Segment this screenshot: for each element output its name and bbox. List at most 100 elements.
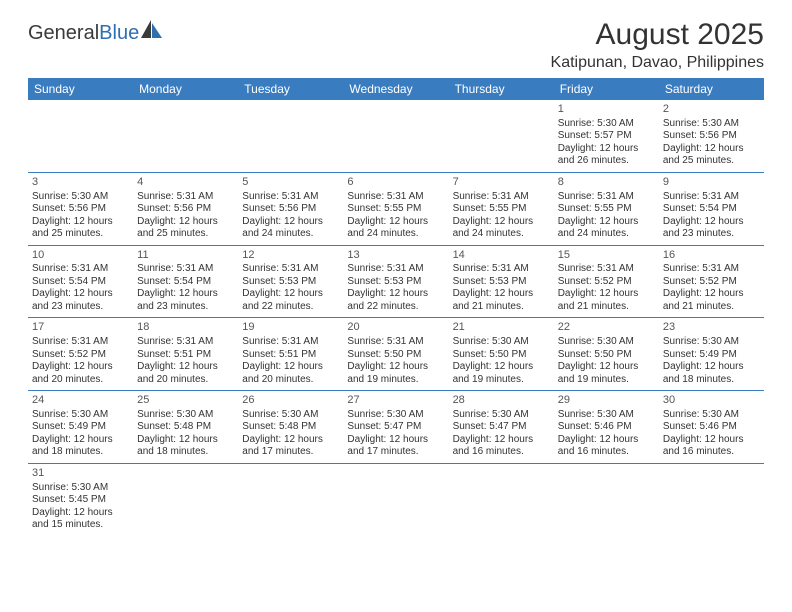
day-number: 14	[453, 249, 550, 263]
sunrise-text: Sunrise: 5:30 AM	[347, 409, 444, 422]
day-number: 28	[453, 394, 550, 408]
daylight-text: Daylight: 12 hours	[32, 361, 129, 374]
daylight-text: and 21 minutes.	[453, 301, 550, 314]
daylight-text: Daylight: 12 hours	[137, 361, 234, 374]
sunset-text: Sunset: 5:52 PM	[32, 349, 129, 362]
sunrise-text: Sunrise: 5:31 AM	[453, 191, 550, 204]
calendar-day: 31Sunrise: 5:30 AMSunset: 5:45 PMDayligh…	[28, 464, 133, 536]
calendar-empty	[238, 464, 343, 536]
sunrise-text: Sunrise: 5:31 AM	[137, 336, 234, 349]
calendar-empty	[449, 100, 554, 172]
day-number: 15	[558, 249, 655, 263]
day-number: 13	[347, 249, 444, 263]
daylight-text: Daylight: 12 hours	[32, 288, 129, 301]
calendar-day: 5Sunrise: 5:31 AMSunset: 5:56 PMDaylight…	[238, 173, 343, 245]
day-number: 3	[32, 176, 129, 190]
day-number: 12	[242, 249, 339, 263]
sunrise-text: Sunrise: 5:31 AM	[558, 191, 655, 204]
daylight-text: Daylight: 12 hours	[663, 361, 760, 374]
sunset-text: Sunset: 5:56 PM	[242, 203, 339, 216]
daylight-text: Daylight: 12 hours	[558, 216, 655, 229]
sunset-text: Sunset: 5:56 PM	[137, 203, 234, 216]
daylight-text: and 25 minutes.	[32, 228, 129, 241]
dow-thursday: Thursday	[449, 78, 554, 100]
daylight-text: and 25 minutes.	[137, 228, 234, 241]
calendar-day: 2Sunrise: 5:30 AMSunset: 5:56 PMDaylight…	[659, 100, 764, 172]
daylight-text: and 24 minutes.	[242, 228, 339, 241]
daylight-text: and 21 minutes.	[663, 301, 760, 314]
calendar-row: 24Sunrise: 5:30 AMSunset: 5:49 PMDayligh…	[28, 391, 764, 464]
sunset-text: Sunset: 5:46 PM	[558, 421, 655, 434]
day-number: 7	[453, 176, 550, 190]
daylight-text: and 24 minutes.	[453, 228, 550, 241]
calendar-empty	[28, 100, 133, 172]
calendar-day: 26Sunrise: 5:30 AMSunset: 5:48 PMDayligh…	[238, 391, 343, 463]
day-number: 26	[242, 394, 339, 408]
day-number: 19	[242, 321, 339, 335]
sunset-text: Sunset: 5:45 PM	[32, 494, 129, 507]
day-number: 24	[32, 394, 129, 408]
day-number: 31	[32, 467, 129, 481]
location: Katipunan, Davao, Philippines	[551, 54, 764, 72]
daylight-text: Daylight: 12 hours	[347, 361, 444, 374]
calendar-empty	[343, 100, 448, 172]
daylight-text: and 19 minutes.	[347, 374, 444, 387]
daylight-text: Daylight: 12 hours	[32, 434, 129, 447]
calendar-empty	[343, 464, 448, 536]
daylight-text: Daylight: 12 hours	[32, 507, 129, 520]
daylight-text: Daylight: 12 hours	[242, 288, 339, 301]
dow-saturday: Saturday	[659, 78, 764, 100]
daylight-text: Daylight: 12 hours	[242, 434, 339, 447]
day-number: 6	[347, 176, 444, 190]
dow-tuesday: Tuesday	[238, 78, 343, 100]
sunrise-text: Sunrise: 5:30 AM	[558, 118, 655, 131]
daylight-text: and 17 minutes.	[347, 446, 444, 459]
sunrise-text: Sunrise: 5:31 AM	[242, 336, 339, 349]
dow-wednesday: Wednesday	[343, 78, 448, 100]
daylight-text: Daylight: 12 hours	[558, 288, 655, 301]
day-number: 23	[663, 321, 760, 335]
sunset-text: Sunset: 5:53 PM	[242, 276, 339, 289]
day-number: 25	[137, 394, 234, 408]
sunset-text: Sunset: 5:48 PM	[137, 421, 234, 434]
daylight-text: and 25 minutes.	[663, 155, 760, 168]
daylight-text: and 18 minutes.	[137, 446, 234, 459]
calendar-day: 15Sunrise: 5:31 AMSunset: 5:52 PMDayligh…	[554, 246, 659, 318]
sunset-text: Sunset: 5:55 PM	[453, 203, 550, 216]
calendar-day: 17Sunrise: 5:31 AMSunset: 5:52 PMDayligh…	[28, 318, 133, 390]
calendar-day: 13Sunrise: 5:31 AMSunset: 5:53 PMDayligh…	[343, 246, 448, 318]
daylight-text: and 23 minutes.	[32, 301, 129, 314]
day-number: 29	[558, 394, 655, 408]
calendar-day: 29Sunrise: 5:30 AMSunset: 5:46 PMDayligh…	[554, 391, 659, 463]
sunset-text: Sunset: 5:56 PM	[663, 130, 760, 143]
calendar-day: 14Sunrise: 5:31 AMSunset: 5:53 PMDayligh…	[449, 246, 554, 318]
daylight-text: Daylight: 12 hours	[347, 288, 444, 301]
calendar: Sunday Monday Tuesday Wednesday Thursday…	[28, 78, 764, 536]
calendar-empty	[659, 464, 764, 536]
title-block: August 2025 Katipunan, Davao, Philippine…	[551, 18, 764, 72]
daylight-text: Daylight: 12 hours	[347, 434, 444, 447]
calendar-day: 12Sunrise: 5:31 AMSunset: 5:53 PMDayligh…	[238, 246, 343, 318]
daylight-text: Daylight: 12 hours	[32, 216, 129, 229]
daylight-text: Daylight: 12 hours	[347, 216, 444, 229]
sunrise-text: Sunrise: 5:31 AM	[347, 191, 444, 204]
daylight-text: Daylight: 12 hours	[558, 434, 655, 447]
calendar-header-row: Sunday Monday Tuesday Wednesday Thursday…	[28, 78, 764, 100]
sunrise-text: Sunrise: 5:30 AM	[32, 191, 129, 204]
calendar-day: 7Sunrise: 5:31 AMSunset: 5:55 PMDaylight…	[449, 173, 554, 245]
calendar-day: 8Sunrise: 5:31 AMSunset: 5:55 PMDaylight…	[554, 173, 659, 245]
brand-part2: Blue	[99, 22, 139, 45]
day-number: 18	[137, 321, 234, 335]
calendar-empty	[238, 100, 343, 172]
calendar-day: 25Sunrise: 5:30 AMSunset: 5:48 PMDayligh…	[133, 391, 238, 463]
sunset-text: Sunset: 5:51 PM	[137, 349, 234, 362]
sunrise-text: Sunrise: 5:30 AM	[663, 118, 760, 131]
brand-part1: General	[28, 22, 99, 45]
day-number: 1	[558, 103, 655, 117]
daylight-text: and 19 minutes.	[558, 374, 655, 387]
page-title: August 2025	[551, 18, 764, 52]
calendar-day: 10Sunrise: 5:31 AMSunset: 5:54 PMDayligh…	[28, 246, 133, 318]
daylight-text: and 24 minutes.	[558, 228, 655, 241]
daylight-text: and 16 minutes.	[663, 446, 760, 459]
calendar-day: 3Sunrise: 5:30 AMSunset: 5:56 PMDaylight…	[28, 173, 133, 245]
